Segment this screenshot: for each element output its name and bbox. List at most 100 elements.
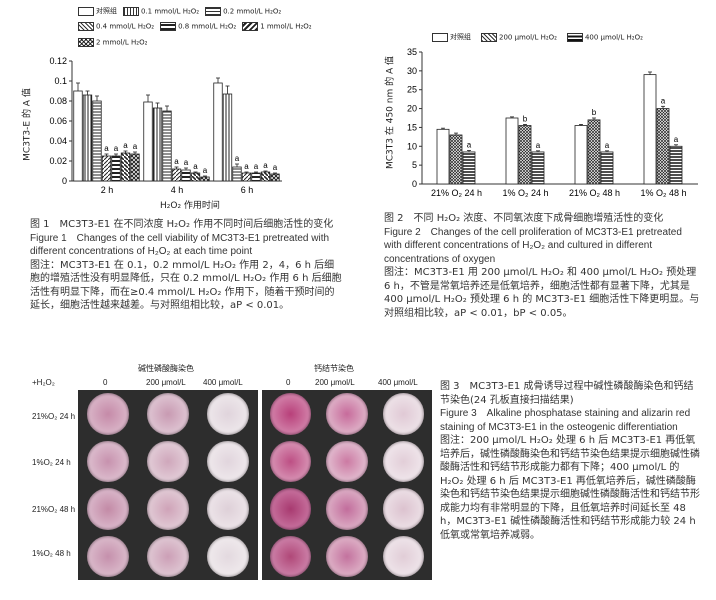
culture-well	[326, 440, 368, 482]
bar	[162, 110, 172, 182]
fig3-col-4: 200 μmol/L	[315, 378, 355, 387]
culture-well	[147, 488, 189, 530]
significance-label: a	[114, 144, 119, 153]
legend-item: 0.4 mmol/L H₂O₂	[78, 22, 154, 31]
significance-label: a	[254, 162, 259, 171]
x-tick-label: 6 h	[241, 185, 254, 195]
fig1-caption: 图 1 MC3T3-E1 在不同浓度 H₂O₂ 作用不同时间后细胞活性的变化 F…	[30, 218, 342, 313]
bar	[92, 100, 102, 182]
fig3-col-1: 200 μmol/L	[146, 378, 186, 387]
significance-label: a	[536, 141, 541, 150]
y-tick-label: 0.1	[54, 76, 67, 86]
significance-label: a	[263, 161, 268, 170]
fig3-col-2: 400 μmol/L	[203, 378, 243, 387]
y-tick-label: 15	[407, 122, 417, 132]
culture-well	[87, 440, 129, 482]
bar	[643, 74, 657, 185]
fig3-ars-panel	[262, 390, 432, 580]
y-tick-label: 0.08	[49, 96, 67, 106]
x-tick-label: 4 h	[171, 185, 184, 195]
legend-item: 0.2 mmol/L H₂O₂	[205, 6, 281, 16]
y-tick-label: 0.12	[49, 56, 67, 66]
legend-item: 对照组	[432, 32, 471, 42]
culture-well	[87, 488, 129, 530]
y-tick-label: 5	[412, 160, 417, 170]
bar	[232, 166, 242, 182]
significance-label: a	[467, 140, 472, 149]
bar	[270, 173, 280, 182]
bar	[152, 107, 163, 182]
culture-well	[382, 440, 425, 482]
culture-well	[269, 488, 312, 530]
bar	[143, 101, 153, 182]
culture-well	[382, 535, 425, 577]
culture-well	[207, 440, 249, 482]
culture-well	[269, 393, 312, 435]
bar	[190, 172, 201, 182]
culture-well	[147, 440, 189, 482]
fig3-col-3: 0	[286, 378, 291, 387]
bar	[587, 119, 601, 185]
bar	[260, 171, 271, 182]
fig2-caption-cn: 图 2 不同 H₂O₂ 浓度、不同氧浓度下成骨细胞增殖活性的变化	[384, 213, 664, 224]
significance-label: b	[523, 114, 528, 123]
significance-label: a	[273, 163, 278, 172]
bar	[669, 145, 683, 185]
bar	[518, 125, 532, 185]
significance-label: a	[174, 157, 179, 166]
bar	[436, 128, 450, 185]
fig3-caption-en: Figure 3 Alkaline phosphatase staining a…	[440, 408, 691, 433]
bar	[241, 172, 252, 182]
fig2-note: 图注：MC3T3-E1 用 200 μmol/L H₂O₂ 和 400 μmol…	[384, 267, 700, 319]
legend-item: 400 μmol/L H₂O₂	[566, 32, 643, 42]
legend-item: 对照组	[78, 6, 117, 16]
fig2-chart: 0 5 10 15 20 25 30 35 a 21% O₂ 24 h b a 1% O₂ 24 h b a…	[407, 47, 698, 198]
bar	[656, 108, 670, 185]
culture-well	[326, 488, 368, 530]
fig1-caption-cn: 图 1 MC3T3-E1 在不同浓度 H₂O₂ 作用不同时间后细胞活性的变化	[30, 219, 334, 230]
legend-item: 0.8 mmol/L H₂O₂	[160, 22, 236, 31]
bar	[171, 168, 182, 182]
culture-well	[147, 535, 189, 577]
fig3-caption-cn: 图 3 MC3T3-E1 成骨诱导过程中碱性磷酸酶染色和钙结节染色(24 孔板直…	[440, 381, 694, 406]
fig3-note: 图注：200 μmol/L H₂O₂ 处理 6 h 后 MC3T3-E1 再低氧…	[440, 435, 700, 541]
culture-well	[326, 393, 368, 435]
culture-well	[147, 393, 189, 435]
bar	[111, 155, 121, 182]
bar	[251, 172, 261, 182]
fig1-note: 图注：MC3T3-E1 在 0.1，0.2 mmol/L H₂O₂ 作用 2，4…	[30, 259, 342, 312]
y-tick-label: 10	[407, 141, 417, 151]
culture-well	[207, 488, 249, 530]
bar	[82, 94, 93, 182]
significance-label: a	[123, 141, 128, 150]
bar	[73, 90, 83, 182]
bar	[449, 134, 463, 185]
significance-label: a	[104, 144, 109, 153]
fig1-ylabel: MC3T3-E 的 A 值	[22, 88, 33, 161]
fig2-caption-en: Figure 2 Changes of the cell proliferati…	[384, 226, 682, 265]
culture-well	[269, 535, 312, 577]
significance-label: b	[592, 108, 597, 117]
culture-well	[382, 488, 425, 530]
fig1-legend-row-1: 对照组 0.1 mmol/L H₂O₂ 0.2 mmol/L H₂O₂	[78, 6, 281, 16]
bar	[101, 155, 112, 182]
fig1-xlabel: H₂O₂ 作用时间	[160, 201, 220, 211]
significance-label: a	[203, 166, 208, 175]
bar	[222, 93, 233, 182]
fig1-caption-en: Figure 1 Changes of the cell viability o…	[30, 232, 330, 258]
bar	[505, 117, 519, 185]
x-tick-label: 1% O₂ 24 h	[502, 188, 548, 198]
culture-well	[207, 393, 249, 435]
y-tick-label: 20	[407, 104, 417, 114]
y-tick-label: 0.02	[49, 156, 67, 166]
y-tick-label: 0.06	[49, 116, 67, 126]
bar	[531, 151, 545, 185]
fig3-row-3: 1%O₂ 48 h	[32, 549, 71, 558]
x-tick-label: 21% O₂ 24 h	[431, 188, 482, 198]
fig3-col-head: +H₂O₂	[32, 378, 55, 387]
legend-item: 2 mmol/L H₂O₂	[78, 38, 147, 47]
fig3-caption: 图 3 MC3T3-E1 成骨诱导过程中碱性磷酸酶染色和钙结节染色(24 孔板直…	[440, 380, 702, 542]
culture-well	[382, 393, 425, 435]
bar	[200, 176, 210, 182]
fig3-alp-panel	[78, 390, 258, 580]
